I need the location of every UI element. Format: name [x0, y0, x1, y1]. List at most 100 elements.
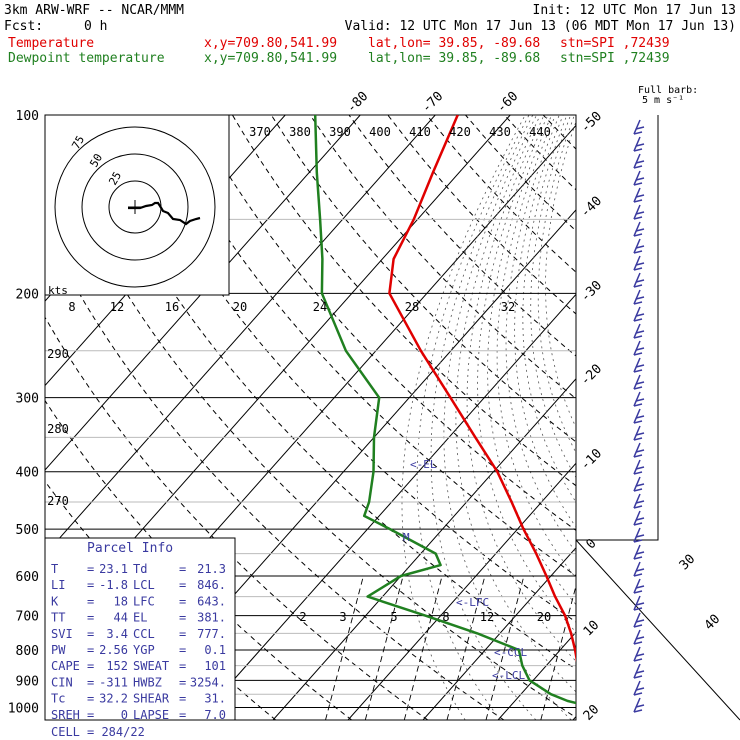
mixing-ratio-line — [485, 575, 525, 720]
parcel-index-value: 44 — [114, 611, 128, 625]
moist-adiabat-line — [487, 115, 576, 606]
parcel-index-label: YGP — [133, 643, 155, 657]
parcel-equals-sign: = — [87, 627, 94, 641]
dry-adiabat-line — [660, 115, 740, 720]
moist-adiabat-line — [537, 115, 576, 454]
dry-adiabat-line — [193, 115, 576, 532]
wind-barb-staff — [633, 442, 641, 458]
parcel-index-label: SHEAR — [133, 692, 170, 706]
wind-barb-flag — [635, 602, 645, 606]
temperature-legend-station: stn=SPI ,72439 — [560, 36, 670, 51]
fcst-value: 0 h — [84, 19, 108, 34]
wind-barbs — [575, 115, 740, 721]
wind-barb-flag — [635, 432, 645, 436]
mixing-ratio-label: 20 — [537, 610, 551, 624]
wind-barb-flag — [635, 483, 645, 487]
isotherm-line — [723, 115, 740, 720]
valid-time: Valid: 12 UTC Mon 17 Jun 13 (06 MDT Mon … — [344, 19, 736, 34]
wind-barb-flag — [633, 352, 643, 356]
mixing-ratio-line — [540, 584, 576, 720]
dry-adiabat-line — [45, 316, 429, 720]
wind-barb-flag — [633, 301, 643, 305]
dry-adiabat-line — [270, 115, 576, 443]
hodograph-speed-label: 20 — [233, 300, 247, 314]
dry-adiabat-line — [45, 399, 353, 720]
parcel-index-label: LI — [51, 578, 65, 592]
hodograph-speed-label: 28 — [405, 300, 419, 314]
wind-barb-staff — [633, 306, 641, 322]
wind-barb-flag — [633, 709, 643, 713]
parcel-index-label: T — [51, 562, 58, 576]
wind-barb-flag — [635, 211, 645, 215]
parcel-index-label: LFC — [133, 594, 155, 608]
moist-adiabat-line — [522, 115, 576, 503]
wind-barb-flag — [633, 165, 643, 169]
wind-barb-flag — [633, 539, 643, 543]
wind-barb-flag — [635, 398, 645, 402]
isotherm-label: -30 — [578, 278, 605, 305]
dewpoint-legend-xy: x,y=709.80,541.99 — [204, 51, 338, 66]
pressure-tick-label: 500 — [16, 523, 39, 538]
moist-adiabat-line — [545, 120, 576, 429]
dry-adiabat-line — [309, 115, 576, 400]
parcel-index-value: 381. — [197, 611, 226, 625]
moist-adiabat-line — [466, 115, 576, 662]
wind-barb-flag — [633, 641, 643, 645]
pressure-tick-label: 100 — [16, 109, 39, 124]
isotherm-label: -80 — [344, 89, 371, 116]
wind-barb-staff — [633, 493, 641, 509]
pressure-tick-label: 300 — [16, 392, 39, 407]
pressure-tick-label: 1000 — [8, 701, 39, 716]
wind-barb-staff — [633, 204, 641, 220]
pressure-tick-label: 600 — [16, 570, 39, 585]
wind-barb-flag — [635, 449, 645, 453]
hodograph-ring-label: 25 — [106, 170, 124, 188]
theta-e-label: 380 — [289, 125, 311, 139]
parcel-index-label: SREH — [51, 708, 80, 722]
parcel-equals-sign: = — [179, 708, 186, 722]
wind-barb-flag — [633, 556, 643, 560]
wind-barb-staff — [633, 391, 641, 407]
wind-barb-staff — [633, 119, 641, 135]
parcel-index-label: Td — [133, 562, 147, 576]
wind-barb-staff — [633, 646, 641, 662]
wind-barb-staff — [633, 697, 641, 713]
wind-barb-flag — [635, 381, 645, 385]
hodograph-ring — [54, 126, 216, 288]
parcel-index-label: CCL — [133, 627, 155, 641]
hodograph-ring-label: 50 — [87, 152, 105, 170]
wind-barb-flag — [633, 437, 643, 441]
isotherm-label: -10 — [578, 446, 605, 473]
wind-barb-flag — [635, 143, 645, 147]
mixing-ratio-label: 8 — [442, 610, 449, 624]
wind-barb-flag — [633, 573, 643, 577]
parcel-info-frame — [44, 537, 236, 721]
moist-adiabat-line — [530, 115, 576, 479]
wind-barb-flag — [635, 704, 645, 708]
parcel-index-label: LAPSE — [133, 708, 169, 722]
parcel-equals-sign: = — [179, 578, 186, 592]
theta-e-label: 400 — [369, 125, 391, 139]
parcel-equals-sign: = — [179, 627, 186, 641]
parcel-equals-sign: = — [179, 611, 186, 625]
wind-barb-flag — [635, 296, 645, 300]
moist-adiabat-line — [496, 115, 576, 579]
parcel-equals-sign: = — [87, 675, 94, 689]
mixing-ratio-label: 5 — [390, 610, 397, 624]
hodograph-speed-label: 16 — [165, 300, 179, 314]
wind-barb-flag — [633, 590, 643, 594]
isotherm-line — [197, 293, 576, 720]
wind-barb-staff — [633, 561, 641, 577]
wind-barb-staff — [633, 187, 641, 203]
wind-barb-staff — [633, 544, 641, 560]
dry-adiabat-label: 290 — [47, 347, 69, 361]
parcel-index-value: 2.56 — [99, 643, 128, 657]
wind-barb-flag — [635, 551, 645, 555]
moist-adiabat-line — [401, 115, 526, 720]
isotherm-label: 10 — [581, 618, 603, 640]
dry-adiabat-line — [76, 115, 576, 670]
wind-barb-flag — [635, 466, 645, 470]
barb-legend-label: Full barb: — [638, 85, 698, 96]
parcel-info-title: Parcel Info — [87, 541, 173, 556]
wind-barb-flag — [633, 284, 643, 288]
